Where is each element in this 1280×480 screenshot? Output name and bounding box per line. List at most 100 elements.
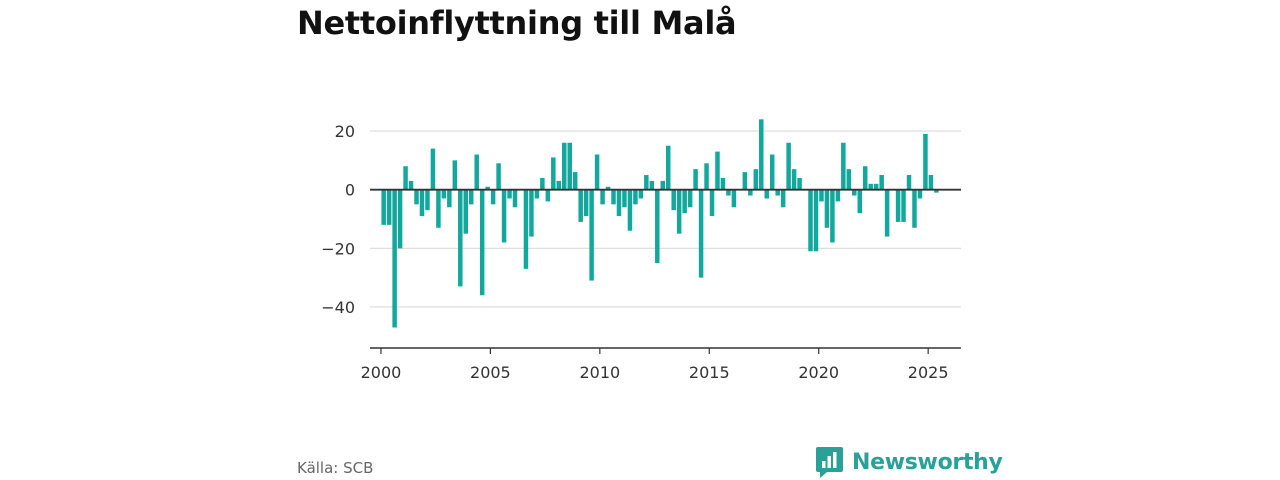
bar	[452, 160, 458, 190]
bar	[704, 163, 709, 190]
bar	[715, 151, 720, 190]
bar	[791, 169, 797, 190]
bar	[731, 189, 737, 208]
bar	[682, 189, 687, 214]
bar	[436, 189, 441, 228]
bar	[567, 142, 572, 190]
bar	[458, 189, 463, 287]
bar	[507, 189, 512, 199]
bar	[572, 172, 578, 190]
bar	[501, 189, 507, 243]
bar	[447, 189, 452, 208]
y-tick-label: 0	[345, 181, 355, 200]
y-tick-label: −40	[321, 298, 355, 317]
bar	[627, 189, 633, 231]
bar	[742, 172, 748, 190]
bar	[381, 189, 386, 225]
bar	[463, 189, 469, 234]
bar	[425, 189, 430, 211]
bar	[835, 189, 841, 202]
bar	[873, 183, 879, 190]
bar	[616, 189, 622, 217]
bar	[605, 186, 611, 190]
x-tick-label: 2010	[579, 363, 620, 382]
chart-title: Nettoinflyttning till Malå	[297, 4, 737, 42]
bar	[545, 189, 551, 202]
bar	[824, 189, 830, 228]
bar	[408, 180, 414, 190]
bar	[698, 189, 704, 278]
bar	[912, 189, 917, 228]
bar	[583, 189, 589, 217]
bar	[419, 189, 425, 217]
bar	[660, 180, 666, 190]
bar	[392, 189, 397, 328]
bar	[676, 189, 682, 234]
bar	[496, 163, 501, 190]
bar	[720, 177, 726, 190]
bar	[512, 189, 518, 208]
bar	[917, 189, 923, 199]
bar	[594, 154, 600, 190]
bar	[808, 189, 813, 252]
x-tick-label: 2025	[908, 363, 949, 382]
bar	[644, 175, 649, 190]
bar	[633, 189, 638, 205]
bar	[726, 189, 731, 196]
bar	[846, 169, 852, 190]
bar	[862, 166, 868, 190]
bar	[813, 189, 819, 252]
bar	[490, 189, 496, 205]
bar	[934, 189, 939, 193]
bar	[414, 189, 419, 205]
y-tick-label: −20	[321, 239, 355, 258]
bar	[928, 175, 934, 190]
bar	[523, 189, 529, 269]
bar	[780, 189, 786, 208]
brand-logo[interactable]: Newsworthy	[815, 446, 1003, 479]
bar	[430, 148, 436, 190]
bar	[830, 189, 835, 243]
bar	[649, 180, 655, 190]
bar	[775, 189, 780, 196]
bar	[753, 169, 759, 190]
bar	[441, 189, 447, 199]
bar	[769, 154, 775, 190]
bar	[485, 186, 490, 190]
bar	[786, 142, 791, 190]
x-tick-label: 2000	[361, 363, 402, 382]
bar	[709, 189, 715, 217]
bar	[868, 183, 873, 190]
bar	[884, 189, 890, 237]
bar	[468, 189, 474, 205]
bar	[397, 189, 403, 249]
source-label: Källa: SCB	[297, 459, 374, 477]
bar	[879, 175, 884, 190]
bar	[764, 189, 769, 199]
y-tick-label: 20	[335, 122, 355, 141]
gridlines	[370, 130, 961, 308]
bar	[479, 189, 485, 296]
axes	[370, 188, 961, 349]
bar	[693, 169, 698, 190]
bar	[589, 189, 594, 281]
bar	[687, 189, 693, 208]
bar	[906, 175, 912, 190]
bars	[381, 119, 939, 328]
bar	[474, 154, 479, 190]
bar	[841, 142, 846, 190]
y-tick-labels: 20 0 −20 −40	[321, 122, 355, 317]
bar-chart-icon	[816, 447, 843, 478]
bar	[638, 189, 644, 199]
bar	[895, 189, 901, 222]
bar	[600, 189, 605, 205]
bar	[748, 189, 753, 196]
x-tick-label: 2015	[689, 363, 730, 382]
bar	[562, 142, 567, 190]
bar	[665, 145, 671, 190]
bar	[797, 177, 802, 190]
brand-name: Newsworthy	[852, 450, 1003, 475]
bar	[386, 189, 392, 225]
bar	[759, 119, 764, 190]
bar	[655, 189, 660, 263]
